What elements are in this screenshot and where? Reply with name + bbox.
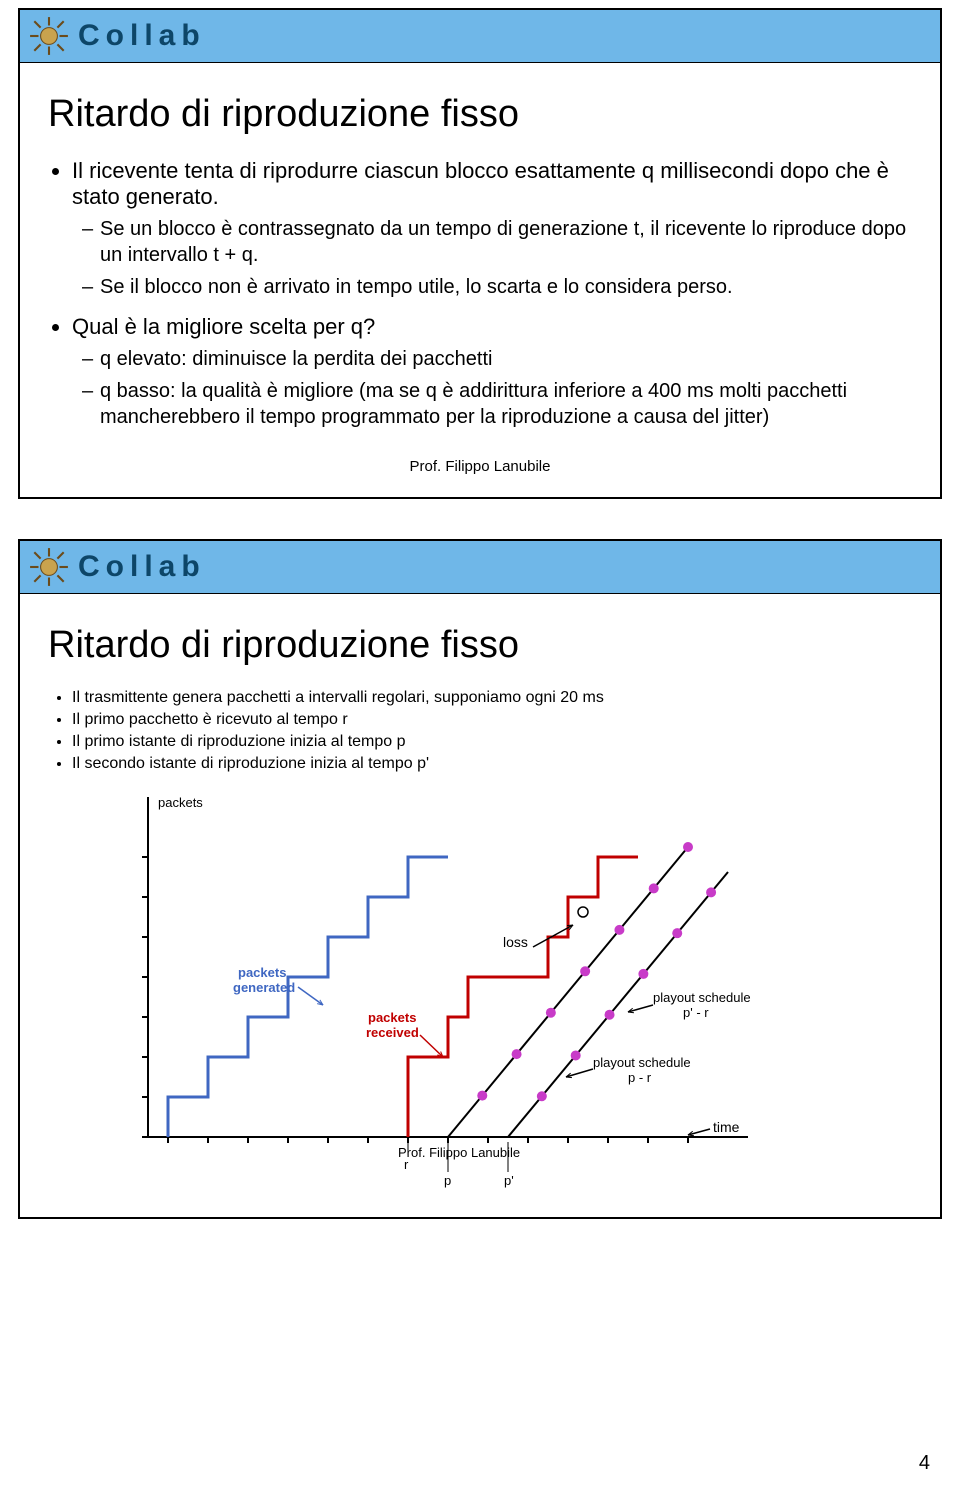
- svg-text:packets: packets: [368, 1010, 416, 1025]
- slide1-body: Ritardo di riproduzione fisso Il riceven…: [20, 63, 940, 497]
- logo-text: Collab: [78, 19, 206, 53]
- logo-2: Collab: [28, 546, 206, 588]
- slide1-bullets: Il ricevente tenta di riprodurre ciascun…: [48, 158, 912, 430]
- svg-text:p - r: p - r: [628, 1070, 652, 1085]
- svg-text:playout schedule: playout schedule: [593, 1055, 691, 1070]
- bullet-2-text: Qual è la migliore scelta per q?: [72, 314, 375, 339]
- page-number: 4: [919, 1452, 930, 1475]
- svg-text:received: received: [366, 1025, 419, 1040]
- svg-text:packets: packets: [238, 965, 286, 980]
- svg-text:time: time: [713, 1119, 740, 1135]
- sub-2-2: q basso: la qualità è migliore (ma se q …: [82, 378, 912, 430]
- svg-text:p': p': [504, 1173, 514, 1188]
- svg-text:packets: packets: [158, 795, 203, 810]
- slide2-bullets: Il trasmittente genera pacchetti a inter…: [48, 689, 912, 773]
- slide2-title: Ritardo di riproduzione fisso: [48, 624, 912, 667]
- slide-1: Collab Ritardo di riproduzione fisso Il …: [18, 8, 942, 499]
- slide2-body: Ritardo di riproduzione fisso Il trasmit…: [20, 594, 940, 1217]
- svg-text:p' - r: p' - r: [683, 1005, 709, 1020]
- sub-1-1: Se un blocco è contrassegnato da un temp…: [82, 216, 912, 268]
- s2-bullet-2: Il primo pacchetto è ricevuto al tempo r: [72, 711, 912, 729]
- bullet-1-text: Il ricevente tenta di riprodurre ciascun…: [72, 158, 889, 209]
- logo: Collab: [28, 15, 206, 57]
- sub-2-1: q elevato: diminuisce la perdita dei pac…: [82, 346, 912, 372]
- slide-2: Collab Ritardo di riproduzione fisso Il …: [18, 539, 942, 1219]
- svg-text:Prof. Filippo Lanubile: Prof. Filippo Lanubile: [398, 1145, 520, 1160]
- sun-icon: [28, 15, 70, 57]
- logo-text-2: Collab: [78, 550, 206, 584]
- s2-bullet-4: Il secondo istante di riproduzione inizi…: [72, 755, 912, 773]
- header-band: Collab: [20, 10, 940, 63]
- bullet-1: Il ricevente tenta di riprodurre ciascun…: [72, 158, 912, 300]
- chart-svg: packetspacketsgeneratedpacketsreceivedlo…: [108, 777, 808, 1197]
- slide1-title: Ritardo di riproduzione fisso: [48, 93, 912, 136]
- header-band-2: Collab: [20, 541, 940, 594]
- slide1-footer: Prof. Filippo Lanubile: [48, 458, 912, 475]
- s2-bullet-3: Il primo istante di riproduzione inizia …: [72, 733, 912, 751]
- svg-text:p: p: [444, 1173, 451, 1188]
- svg-text:generated: generated: [233, 980, 295, 995]
- s2-bullet-1: Il trasmittente genera pacchetti a inter…: [72, 689, 912, 707]
- svg-text:loss: loss: [503, 934, 528, 950]
- sub-1-2: Se il blocco non è arrivato in tempo uti…: [82, 274, 912, 300]
- svg-text:playout schedule: playout schedule: [653, 990, 751, 1005]
- chart: packetspacketsgeneratedpacketsreceivedlo…: [108, 777, 912, 1207]
- sun-icon: [28, 546, 70, 588]
- bullet-2: Qual è la migliore scelta per q? q eleva…: [72, 314, 912, 430]
